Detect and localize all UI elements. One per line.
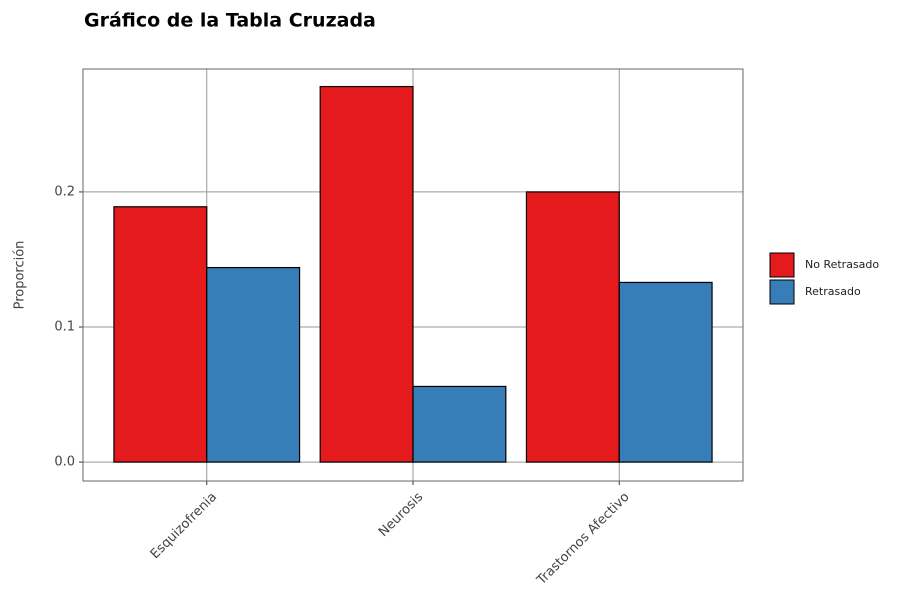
plot-border (82, 68, 744, 482)
bar (206, 266, 301, 463)
bar (319, 85, 414, 463)
bar (113, 206, 208, 463)
legend-label: Retrasado (805, 285, 861, 298)
y-tick-label: 0.2 (54, 184, 75, 199)
bar (412, 385, 507, 463)
legend-label: No Retrasado (805, 258, 879, 271)
y-tick-label: 0.1 (54, 320, 75, 335)
legend-swatch (769, 279, 795, 305)
bar (525, 191, 620, 463)
x-tick-label: Neurosis (376, 490, 426, 540)
legend-swatch (769, 252, 795, 278)
x-tick-label: Trastornos Afectivo (534, 490, 633, 589)
y-axis-label: Proporción (13, 241, 28, 310)
chart-title: Gráfico de la Tabla Cruzada (84, 10, 376, 32)
x-tick-label: Esquizofrenia (148, 490, 220, 562)
y-tick-label: 0.0 (54, 455, 75, 470)
bar (618, 281, 713, 463)
